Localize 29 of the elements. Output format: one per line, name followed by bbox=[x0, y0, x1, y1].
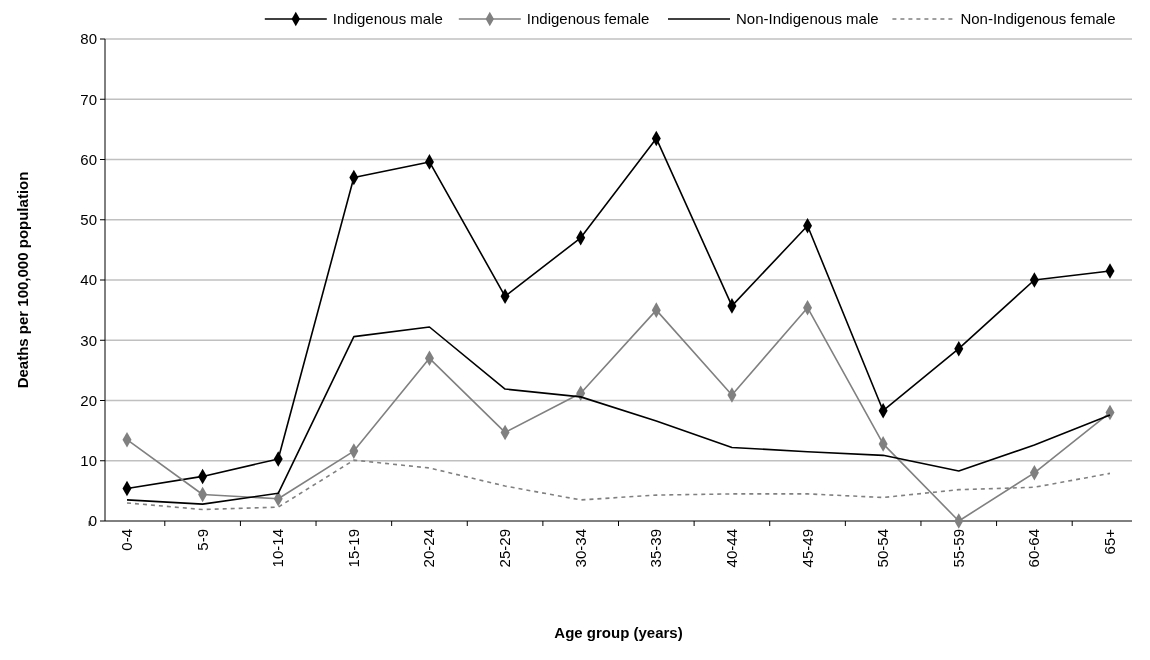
y-tick-label: 10 bbox=[80, 452, 97, 469]
y-tick-label: 60 bbox=[80, 150, 97, 168]
x-tick-label: 0-4 bbox=[118, 529, 135, 551]
y-tick-label: 30 bbox=[80, 331, 97, 349]
x-tick-label: 45-49 bbox=[798, 529, 816, 568]
y-tick-label: 80 bbox=[80, 30, 97, 48]
x-tick-label: 50-54 bbox=[874, 529, 892, 568]
x-tick-label: 55-59 bbox=[949, 529, 967, 568]
x-tick-label: 60-64 bbox=[1025, 529, 1043, 568]
x-tick-label: 15-19 bbox=[344, 529, 362, 568]
x-tick-label: 40-44 bbox=[722, 529, 740, 568]
legend-label: Indigenous female bbox=[526, 10, 650, 28]
x-axis-title: Age group (years) bbox=[554, 624, 683, 641]
legend-label: Indigenous male bbox=[332, 10, 443, 28]
x-tick-label: 20-24 bbox=[420, 529, 438, 568]
y-tick-label: 40 bbox=[80, 271, 97, 289]
x-tick-label: 35-39 bbox=[647, 529, 665, 568]
y-tick-label: 20 bbox=[80, 391, 97, 409]
y-tick-label: 70 bbox=[80, 90, 97, 108]
y-tick-label: 0 bbox=[88, 512, 97, 530]
x-tick-label: 65+ bbox=[1101, 528, 1118, 555]
x-tick-label: 30-34 bbox=[571, 529, 589, 568]
legend-label: Non-Indigenous female bbox=[960, 10, 1116, 28]
x-tick-label: 10-14 bbox=[269, 529, 287, 568]
x-tick-label: 5-9 bbox=[193, 529, 211, 551]
x-tick-label: 25-29 bbox=[496, 529, 514, 568]
y-tick-label: 50 bbox=[80, 211, 97, 228]
legend-label: Non-Indigenous male bbox=[736, 10, 879, 28]
y-axis-title: Deaths per 100,000 population bbox=[14, 171, 31, 389]
